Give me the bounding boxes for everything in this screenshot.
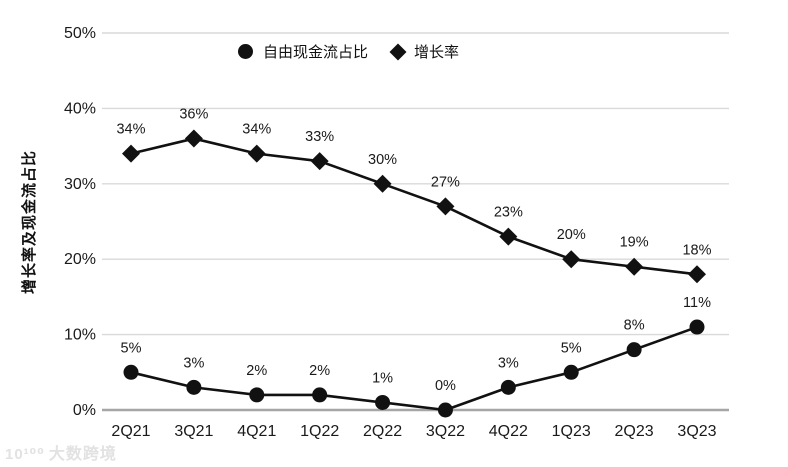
legend-label: 自由现金流占比 [263, 44, 369, 61]
data-point-diamond [184, 129, 203, 148]
x-tick-label: 1Q23 [552, 423, 591, 440]
data-point-diamond [688, 265, 706, 284]
data-label: 20% [557, 227, 586, 243]
watermark-logo-icon: 10¹⁰⁰ [5, 446, 45, 463]
data-point-diamond [247, 144, 266, 163]
x-tick-label: 4Q21 [237, 423, 276, 440]
data-label: 5% [121, 340, 142, 356]
data-label: 5% [561, 340, 582, 356]
data-label: 2% [246, 363, 267, 379]
x-tick-label: 4Q22 [489, 423, 528, 440]
data-label: 36% [179, 107, 208, 123]
data-point-circle [563, 364, 579, 380]
data-label: 3% [183, 355, 204, 371]
data-label: 33% [305, 129, 334, 145]
legend: 自由现金流占比 增长率 [238, 41, 459, 62]
x-tick-label: 3Q21 [174, 423, 213, 440]
legend-item-growth-rate: 增长率 [389, 41, 460, 62]
y-tick-label: 40% [64, 100, 96, 117]
data-label: 34% [116, 122, 145, 138]
legend-label: 增长率 [414, 44, 460, 61]
series-line-circle [130, 325, 698, 412]
x-tick-label: 2Q21 [111, 423, 150, 440]
data-point-diamond [625, 257, 644, 276]
data-point-circle [500, 379, 516, 395]
circle-marker-icon [238, 44, 253, 59]
legend-item-free-cash-flow: 自由现金流占比 [238, 41, 368, 62]
data-point-diamond [562, 250, 581, 269]
data-point-circle [123, 364, 139, 380]
data-label: 1% [372, 370, 393, 386]
y-tick-label: 50% [64, 25, 96, 42]
data-label: 23% [494, 205, 523, 221]
x-tick-label: 3Q22 [426, 423, 465, 440]
data-point-diamond [499, 227, 518, 246]
data-label: 18% [682, 242, 711, 258]
y-tick-label: 0% [73, 402, 96, 419]
data-label: 34% [242, 122, 271, 138]
data-point-circle [312, 387, 328, 403]
x-tick-label: 2Q23 [615, 423, 654, 440]
data-point-circle [437, 402, 453, 418]
data-label: 19% [620, 235, 649, 251]
x-tick-label: 3Q23 [677, 423, 716, 440]
data-label: 2% [309, 363, 330, 379]
data-point-diamond [310, 152, 329, 171]
data-label: 27% [431, 174, 460, 190]
data-point-circle [626, 342, 642, 358]
series-line-diamond [130, 137, 698, 276]
watermark: 10¹⁰⁰ 大数跨境 [5, 440, 117, 464]
watermark-text: 大数跨境 [48, 446, 117, 463]
x-tick-label: 2Q22 [363, 423, 402, 440]
data-point-diamond [436, 197, 455, 216]
data-label: 8% [624, 318, 645, 334]
data-point-circle [186, 379, 202, 395]
data-label: 3% [498, 355, 519, 371]
data-point-diamond [373, 174, 392, 193]
data-label: 11% [683, 295, 711, 311]
y-tick-label: 30% [64, 176, 96, 193]
data-point-circle [689, 319, 705, 335]
data-point-circle [375, 394, 391, 410]
data-label: 30% [368, 152, 397, 168]
data-label: 0% [435, 378, 456, 394]
data-point-circle [249, 387, 265, 403]
y-tick-label: 10% [64, 327, 96, 344]
x-tick-label: 1Q22 [300, 423, 339, 440]
data-point-diamond [122, 144, 140, 163]
y-tick-label: 20% [64, 251, 96, 268]
